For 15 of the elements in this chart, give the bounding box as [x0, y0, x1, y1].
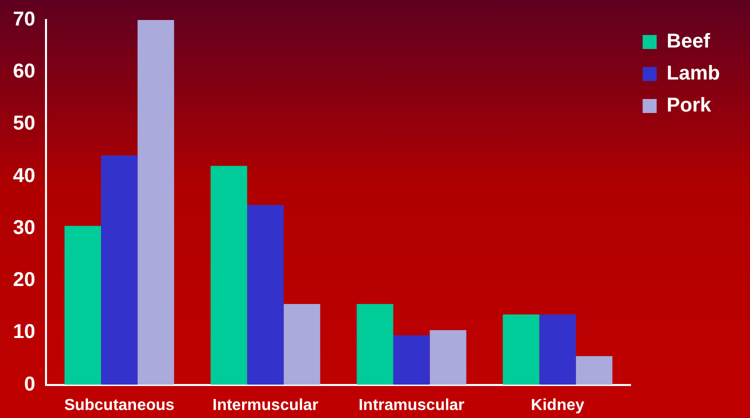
- y-tick-label: 0: [24, 373, 36, 396]
- y-tick-label: 70: [12, 8, 36, 31]
- x-tick-label: Intramuscular: [358, 396, 464, 414]
- y-tick-label: 30: [12, 216, 36, 239]
- y-tick-label: 20: [12, 269, 36, 292]
- x-tick-label: Kidney: [530, 396, 584, 414]
- y-tick-label: 50: [12, 112, 36, 135]
- legend-label: Lamb: [666, 62, 720, 85]
- y-tick-label: 10: [12, 321, 36, 344]
- x-tick-label: Intermuscular: [212, 396, 318, 414]
- y-tick-label: 60: [12, 60, 36, 83]
- legend-label: Pork: [666, 94, 712, 117]
- legend-label: Beef: [666, 30, 710, 53]
- x-tick-label: Subcutaneous: [64, 396, 175, 414]
- y-tick-label: 40: [12, 164, 36, 187]
